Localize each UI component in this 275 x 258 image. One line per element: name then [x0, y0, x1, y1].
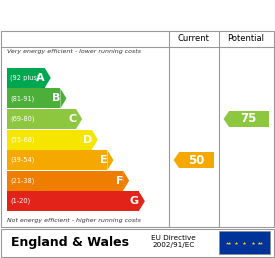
- Text: 75: 75: [240, 112, 257, 125]
- Text: G: G: [130, 196, 139, 206]
- Polygon shape: [224, 111, 229, 127]
- Polygon shape: [123, 171, 129, 191]
- Text: C: C: [68, 114, 76, 124]
- Text: D: D: [83, 134, 92, 144]
- Text: Very energy efficient - lower running costs: Very energy efficient - lower running co…: [7, 49, 141, 54]
- Text: (21-38): (21-38): [10, 178, 35, 184]
- Polygon shape: [174, 152, 179, 168]
- Polygon shape: [92, 130, 98, 150]
- Text: England & Wales: England & Wales: [11, 236, 129, 249]
- Text: Current: Current: [178, 34, 210, 43]
- Text: (55-68): (55-68): [10, 136, 35, 143]
- Bar: [7, 191, 139, 211]
- Bar: [7, 150, 108, 170]
- Text: E: E: [100, 155, 108, 165]
- Polygon shape: [108, 150, 114, 170]
- Text: (69-80): (69-80): [10, 116, 35, 122]
- Bar: [7, 109, 76, 129]
- Text: (39-54): (39-54): [10, 157, 35, 163]
- Text: F: F: [116, 176, 123, 186]
- Text: EU Directive
2002/91/EC: EU Directive 2002/91/EC: [151, 235, 196, 248]
- Text: A: A: [36, 73, 45, 83]
- Polygon shape: [45, 68, 51, 88]
- Text: (1-20): (1-20): [10, 198, 31, 204]
- Bar: [7, 68, 45, 88]
- Bar: [7, 130, 92, 150]
- Polygon shape: [76, 109, 82, 129]
- Text: 50: 50: [188, 154, 204, 167]
- Polygon shape: [139, 191, 145, 211]
- Bar: [179, 152, 214, 168]
- Bar: [7, 171, 123, 191]
- Text: B: B: [52, 93, 61, 103]
- Text: (92 plus): (92 plus): [10, 75, 40, 81]
- Bar: [219, 231, 270, 254]
- Text: (81-91): (81-91): [10, 95, 34, 102]
- Text: Potential: Potential: [228, 34, 265, 43]
- Text: Energy Efficiency Rating: Energy Efficiency Rating: [8, 9, 192, 22]
- Text: Not energy efficient - higher running costs: Not energy efficient - higher running co…: [7, 218, 141, 223]
- Polygon shape: [60, 88, 67, 108]
- Bar: [229, 111, 269, 127]
- Bar: [7, 88, 60, 108]
